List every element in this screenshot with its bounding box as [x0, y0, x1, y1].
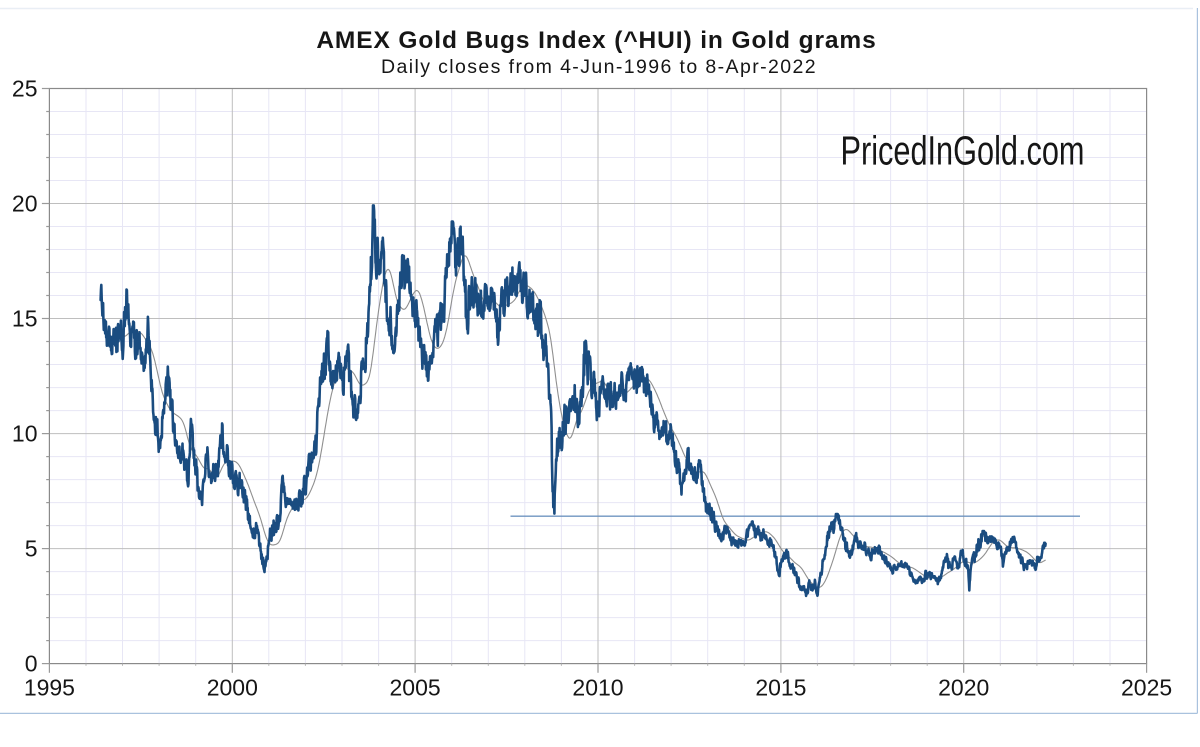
svg-text:20: 20 — [12, 191, 38, 217]
svg-text:AMEX Gold Bugs Index (^HUI) in: AMEX Gold Bugs Index (^HUI) in Gold gram… — [316, 27, 876, 54]
svg-text:5: 5 — [25, 536, 38, 562]
svg-text:15: 15 — [12, 306, 38, 332]
svg-text:PricedInGold.com: PricedInGold.com — [841, 128, 1085, 174]
svg-text:2015: 2015 — [755, 675, 806, 701]
svg-text:10: 10 — [12, 421, 38, 447]
svg-text:1995: 1995 — [24, 675, 75, 701]
svg-text:2010: 2010 — [572, 675, 623, 701]
svg-text:0: 0 — [25, 651, 38, 677]
svg-text:2005: 2005 — [390, 675, 441, 701]
svg-text:Daily closes from 4-Jun-1996 t: Daily closes from 4-Jun-1996 to 8-Apr-20… — [381, 56, 817, 78]
svg-text:2025: 2025 — [1121, 675, 1172, 701]
svg-text:25: 25 — [12, 76, 38, 102]
svg-text:2000: 2000 — [207, 675, 258, 701]
svg-text:2020: 2020 — [938, 675, 989, 701]
